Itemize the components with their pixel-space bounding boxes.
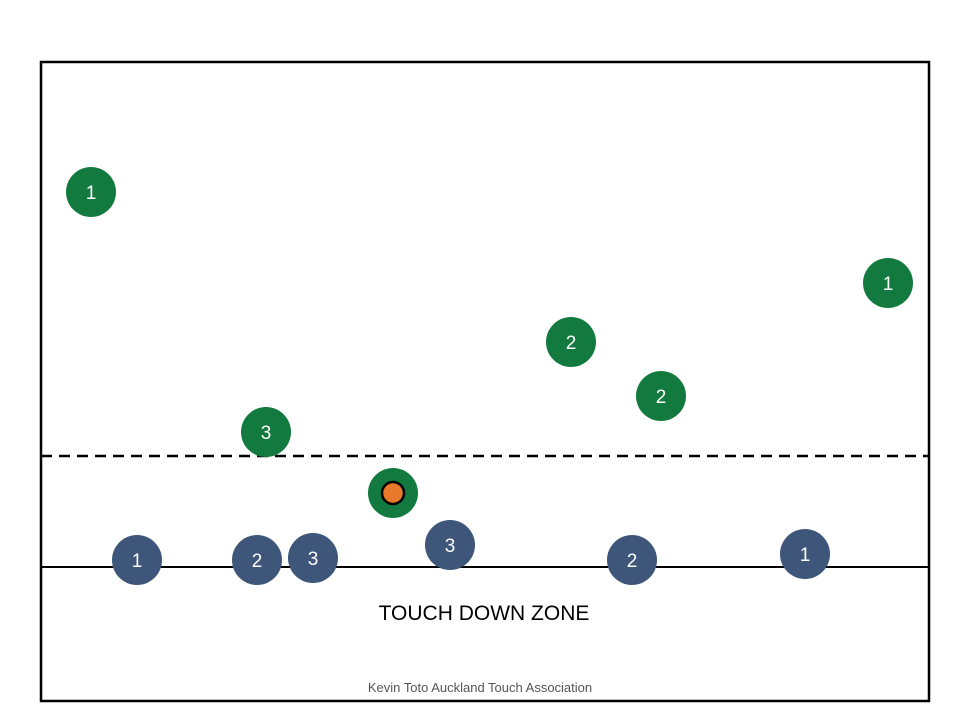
svg-text:1: 1 xyxy=(132,551,143,572)
attack-player-2-upper: 2 xyxy=(546,317,596,367)
attack-player-1-right: 1 xyxy=(863,258,913,308)
svg-text:2: 2 xyxy=(627,551,638,572)
defence-player-1-right: 1 xyxy=(780,529,830,579)
field-boundary xyxy=(39,60,931,703)
svg-text:2: 2 xyxy=(656,387,667,408)
credit-text: Kevin Toto Auckland Touch Association xyxy=(368,680,592,695)
attack-ball-carrier xyxy=(368,468,418,518)
defence-player-3-left: 3 xyxy=(288,533,338,583)
defence-player-1-left: 1 xyxy=(112,535,162,585)
svg-text:1: 1 xyxy=(800,545,811,566)
svg-text:1: 1 xyxy=(883,274,894,295)
svg-text:1: 1 xyxy=(86,183,97,204)
touch-down-zone-label: TOUCH DOWN ZONE xyxy=(379,602,590,625)
defence-player-3-forward: 3 xyxy=(425,520,475,570)
svg-text:3: 3 xyxy=(445,536,456,557)
svg-text:3: 3 xyxy=(308,549,319,570)
attack-player-3: 3 xyxy=(241,407,291,457)
attack-player-1-left: 1 xyxy=(66,167,116,217)
svg-text:2: 2 xyxy=(252,551,263,572)
defence-player-2-left: 2 xyxy=(232,535,282,585)
defence-player-2-right: 2 xyxy=(607,535,657,585)
ball-icon xyxy=(380,480,406,506)
svg-text:3: 3 xyxy=(261,423,272,444)
attack-player-2-lower: 2 xyxy=(636,371,686,421)
svg-text:2: 2 xyxy=(566,333,577,354)
